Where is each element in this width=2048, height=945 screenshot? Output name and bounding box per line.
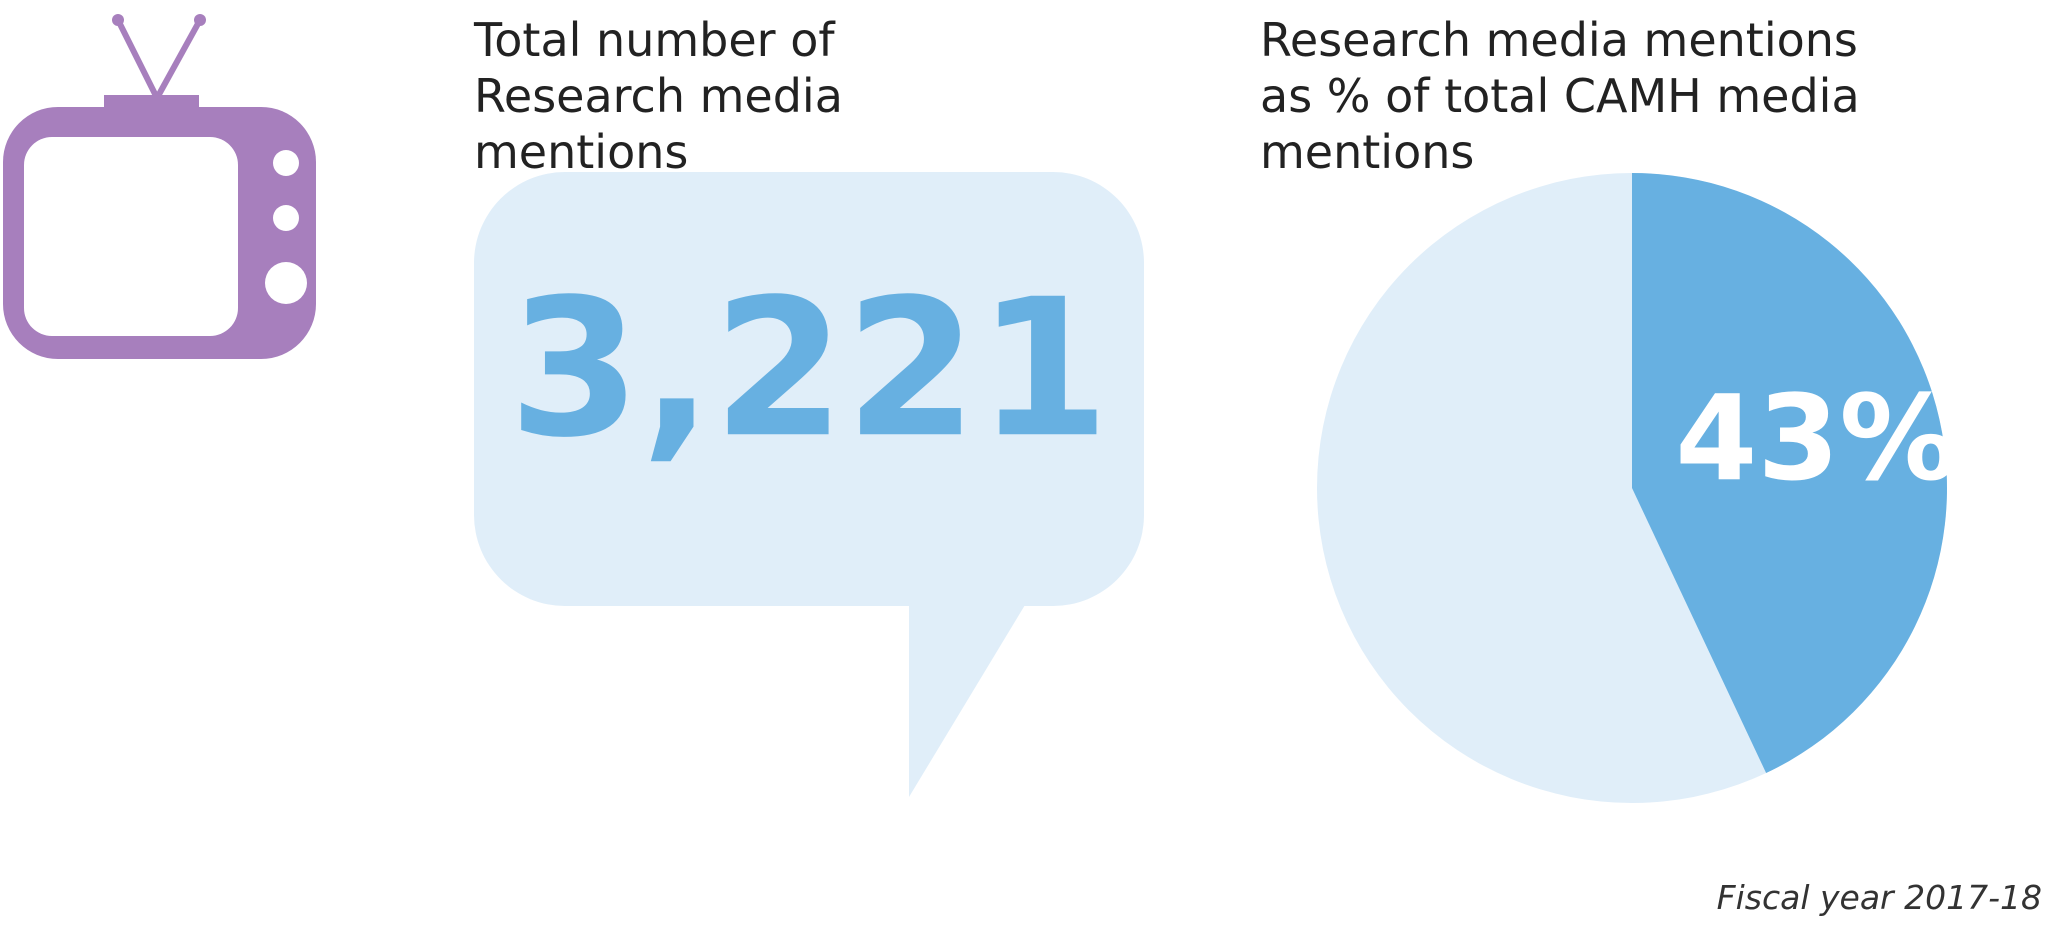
antenna-tip: [194, 14, 206, 26]
stat-value: 3,221: [509, 258, 1110, 479]
tv-icon: [3, 14, 316, 359]
pie-slice: [1632, 173, 1947, 774]
footnote: Fiscal year 2017-18: [1716, 878, 2042, 917]
antenna-tip: [112, 14, 124, 26]
speech-bubble: [474, 172, 1144, 797]
antenna: [154, 18, 203, 100]
pie-title: Research media mentions as % of total CA…: [1260, 13, 1860, 179]
tv-stand: [104, 95, 199, 109]
tv-knob: [265, 262, 307, 304]
antenna: [115, 18, 160, 100]
bubble-tail: [909, 600, 1028, 797]
tv-knob: [273, 150, 299, 176]
stat-title: Total number of Research media mentions: [474, 13, 843, 179]
tv-screen: [24, 137, 238, 336]
pie-label: 43%: [1675, 369, 1957, 507]
tv-knob: [273, 205, 299, 231]
bubble-body: [474, 172, 1144, 606]
